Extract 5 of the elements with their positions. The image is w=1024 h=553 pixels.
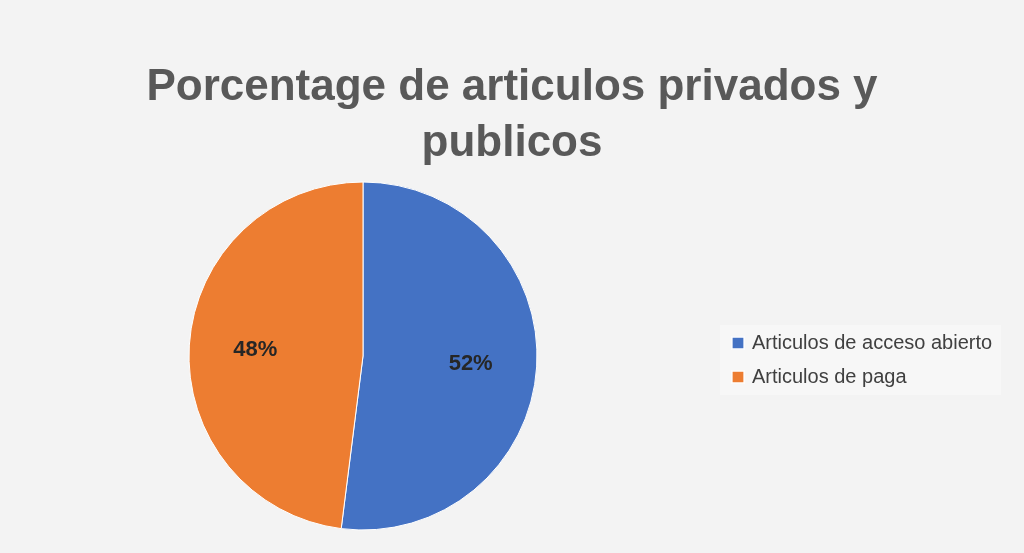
data-label: 52%	[448, 349, 493, 375]
legend-label: Articulos de acceso abierto	[752, 331, 993, 353]
legend-label: Articulos de paga	[752, 365, 908, 387]
chart-title: Porcentage de articulos privados y publicos	[146, 60, 879, 165]
data-label: 48%	[233, 336, 278, 362]
